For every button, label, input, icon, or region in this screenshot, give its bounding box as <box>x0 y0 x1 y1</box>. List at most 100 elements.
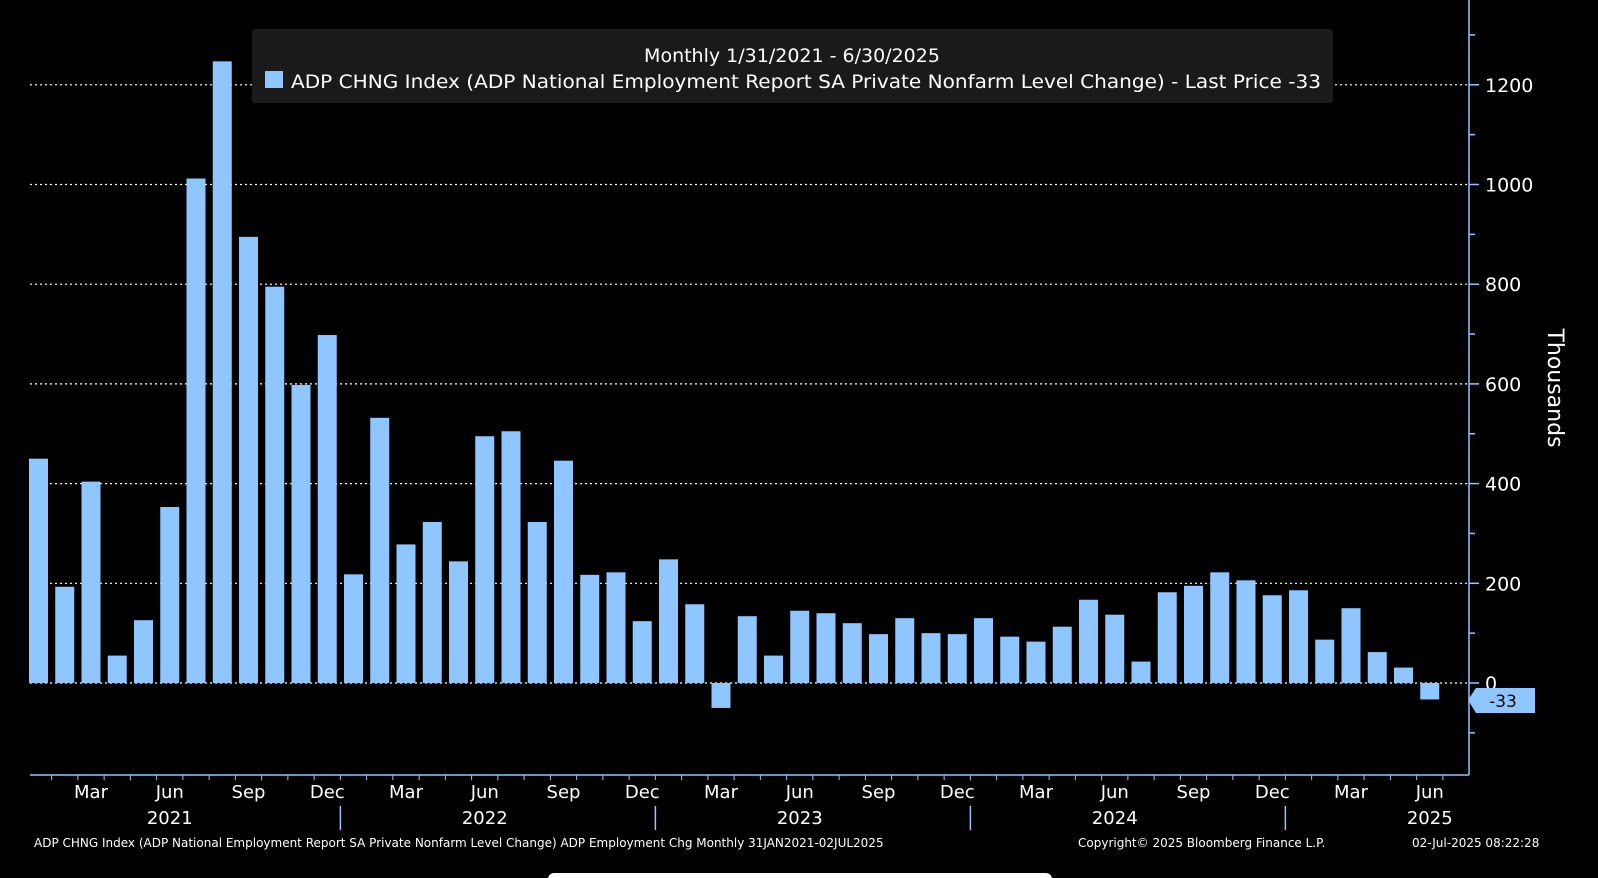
x-month-label: Mar <box>389 782 424 803</box>
bar-2022-02 <box>370 417 390 683</box>
last-value-label: -33 <box>1489 692 1517 712</box>
bar-2025-05 <box>1394 667 1413 683</box>
bottom-scroll-indicator <box>548 873 1052 878</box>
y-axis-title: Thousands <box>1542 327 1567 447</box>
bar-2023-09 <box>869 634 888 683</box>
x-month-label: Sep <box>1177 782 1211 803</box>
legend-swatch <box>265 71 283 88</box>
bar-2021-05 <box>134 620 153 683</box>
bar-2023-10 <box>895 618 915 683</box>
bar-2023-04 <box>737 616 757 683</box>
bar-2024-11 <box>1236 580 1256 683</box>
bar-2024-05 <box>1079 599 1098 683</box>
x-month-label: Dec <box>940 782 975 803</box>
bar-2025-01 <box>1289 590 1308 683</box>
bar-2024-01 <box>974 618 993 683</box>
bar-2022-04 <box>422 521 442 683</box>
bar-2021-07 <box>186 178 206 683</box>
x-month-label: Mar <box>704 782 739 803</box>
x-year-label: 2021 <box>147 808 193 829</box>
x-year-label: 2024 <box>1092 808 1138 829</box>
bar-2021-08 <box>212 61 232 684</box>
bar-2022-08 <box>527 521 547 683</box>
bar-2021-09 <box>239 236 258 683</box>
x-year-label: 2025 <box>1407 808 1453 829</box>
x-month-label: Dec <box>625 782 660 803</box>
bar-2023-03 <box>711 683 731 708</box>
footer-source: ADP CHNG Index (ADP National Employment … <box>34 836 884 850</box>
x-year-label: 2023 <box>777 808 823 829</box>
bar-2024-02 <box>1000 636 1020 683</box>
bar-2021-01 <box>29 458 48 683</box>
bar-2022-01 <box>344 574 363 683</box>
x-month-label: Sep <box>862 782 896 803</box>
bar-2022-07 <box>501 431 521 683</box>
bar-2024-04 <box>1052 626 1072 683</box>
x-month-label: Jun <box>470 782 499 803</box>
x-month-label: Sep <box>232 782 266 803</box>
bar-2024-08 <box>1157 592 1177 683</box>
bar-2023-02 <box>685 604 705 683</box>
chart-title: Monthly 1/31/2021 - 6/30/2025 <box>644 45 940 67</box>
bar-2023-12 <box>947 634 967 683</box>
bar-2024-10 <box>1210 572 1230 683</box>
x-month-label: Mar <box>1019 782 1054 803</box>
last-value-marker: -33 <box>1468 688 1535 713</box>
footer-timestamp: 02-Jul-2025 08:22:28 <box>1412 836 1540 850</box>
legend: Monthly 1/31/2021 - 6/30/2025 ADP CHNG I… <box>252 29 1333 103</box>
bar-2024-09 <box>1184 585 1203 683</box>
x-month-label: Dec <box>1255 782 1290 803</box>
bar-2025-04 <box>1367 652 1387 683</box>
bar-2023-06 <box>790 610 810 683</box>
bar-2025-06 <box>1420 683 1440 700</box>
bar-2022-10 <box>580 574 600 683</box>
y-tick-label: 400 <box>1485 474 1521 496</box>
bar-2022-12 <box>632 621 652 683</box>
bar-2023-01 <box>659 559 678 683</box>
bar-2023-11 <box>921 633 941 683</box>
bar-2024-07 <box>1131 661 1151 683</box>
bar-2024-03 <box>1026 641 1046 683</box>
x-month-label: Jun <box>1100 782 1129 803</box>
x-axis: Mar Jun Sep Dec Mar Jun Sep Dec Mar Jun Sep Dec Mar J… <box>30 774 1469 830</box>
bar-2023-08 <box>842 623 862 683</box>
y-axis-title-group: Thousands <box>1542 327 1567 447</box>
bar-2023-05 <box>764 655 783 683</box>
y-tick-label: 200 <box>1485 573 1521 595</box>
bar-2024-12 <box>1262 595 1282 683</box>
x-year-label: 2022 <box>462 808 508 829</box>
bar-2022-06 <box>475 436 495 683</box>
x-month-label: Sep <box>547 782 581 803</box>
bar-2025-03 <box>1341 608 1361 683</box>
bar-2024-06 <box>1105 614 1125 683</box>
bar-2021-02 <box>55 586 75 683</box>
y-tick-label: 600 <box>1485 374 1521 396</box>
x-month-label: Dec <box>310 782 345 803</box>
footer-copyright: Copyright© 2025 Bloomberg Finance L.P. <box>1078 836 1326 850</box>
y-tick-label: 1200 <box>1485 75 1533 97</box>
bar-2025-02 <box>1315 639 1335 683</box>
bar-2021-12 <box>317 335 337 683</box>
bar-2021-03 <box>81 481 101 683</box>
x-month-label: Jun <box>785 782 814 803</box>
legend-box <box>252 29 1333 103</box>
bars <box>29 61 1440 708</box>
bar-2022-03 <box>396 544 416 683</box>
y-tick-label: 1000 <box>1485 175 1533 197</box>
bar-2021-11 <box>291 384 311 683</box>
last-value-tag <box>1468 688 1535 713</box>
x-month-label: Mar <box>74 782 109 803</box>
x-month-label: Jun <box>1415 782 1444 803</box>
bar-2022-11 <box>606 572 626 683</box>
bar-2021-04 <box>107 655 127 683</box>
x-month-label: Jun <box>155 782 184 803</box>
bar-2022-09 <box>554 460 573 683</box>
legend-label: ADP CHNG Index (ADP National Employment … <box>291 71 1321 93</box>
bar-2021-10 <box>265 286 285 683</box>
bar-2021-06 <box>160 507 180 683</box>
bar-2023-07 <box>816 613 836 683</box>
bar-2022-05 <box>449 561 468 683</box>
y-tick-label: 800 <box>1485 274 1521 296</box>
